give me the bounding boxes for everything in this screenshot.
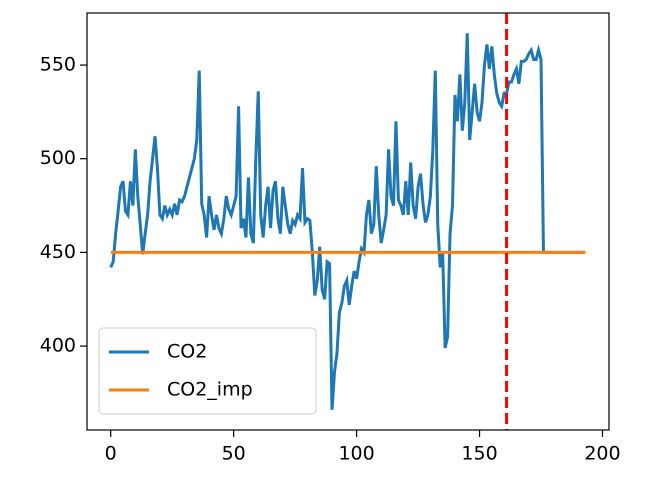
y-tick-label: 550	[40, 54, 76, 76]
x-tick-label: 0	[105, 443, 117, 465]
x-tick-label: 100	[338, 443, 374, 465]
x-tick-label: 150	[461, 443, 497, 465]
legend-box	[98, 327, 317, 415]
plot-frame	[86, 12, 610, 431]
legend-label: CO2	[167, 341, 207, 363]
x-tick-label: 200	[584, 443, 620, 465]
legend-label: CO2_imp	[167, 379, 253, 401]
x-tick-label: 50	[222, 443, 246, 465]
y-tick-label: 450	[40, 241, 76, 263]
y-tick-label: 400	[40, 335, 76, 357]
y-tick-label: 500	[40, 147, 76, 169]
